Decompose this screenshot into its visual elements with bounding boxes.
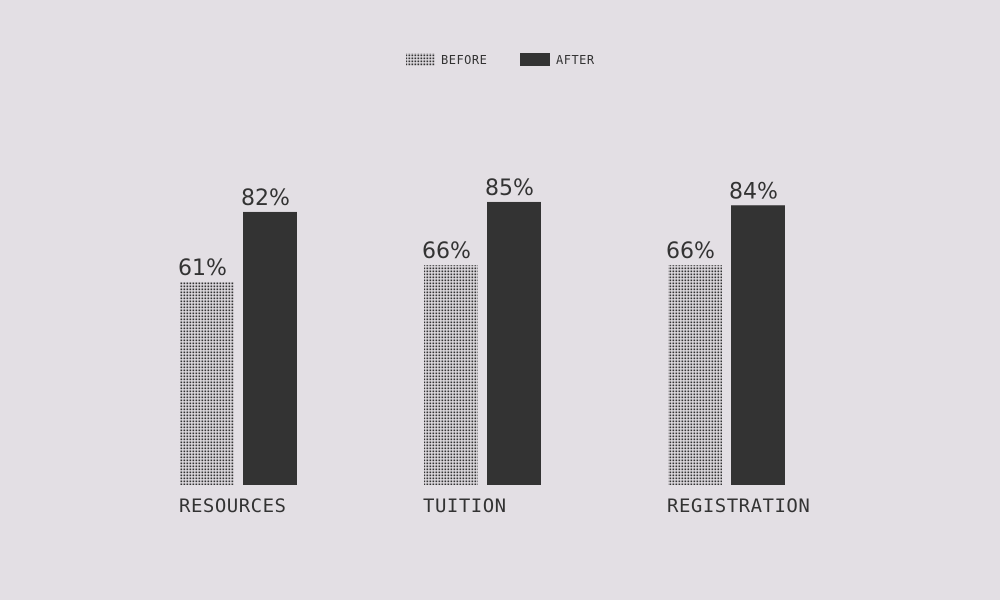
value-label-tuition-before: 66%: [422, 239, 471, 264]
bar-tuition-after: [487, 201, 541, 485]
value-label-tuition-after: 85%: [485, 176, 534, 201]
bar-tuition-before: [424, 265, 478, 485]
legend-swatch-after: [520, 53, 550, 66]
bar-resources-after: [243, 211, 297, 485]
value-label-resources-before: 61%: [178, 256, 227, 281]
bar-resources-before: [180, 281, 234, 485]
category-label-tuition: TUITION: [423, 495, 507, 517]
legend-swatch-before: [406, 53, 435, 66]
category-label-registration: REGISTRATION: [667, 495, 810, 517]
legend-label-before: BEFORE: [441, 53, 487, 67]
legend: BEFORE AFTER: [406, 53, 595, 67]
value-label-registration-after: 84%: [729, 179, 778, 204]
bar-registration-before: [668, 265, 722, 485]
category-label-resources: RESOURCES: [179, 495, 286, 517]
value-label-resources-after: 82%: [241, 186, 290, 211]
value-label-registration-before: 66%: [666, 239, 715, 264]
legend-label-after: AFTER: [556, 53, 595, 67]
bar-registration-after: [731, 205, 785, 485]
